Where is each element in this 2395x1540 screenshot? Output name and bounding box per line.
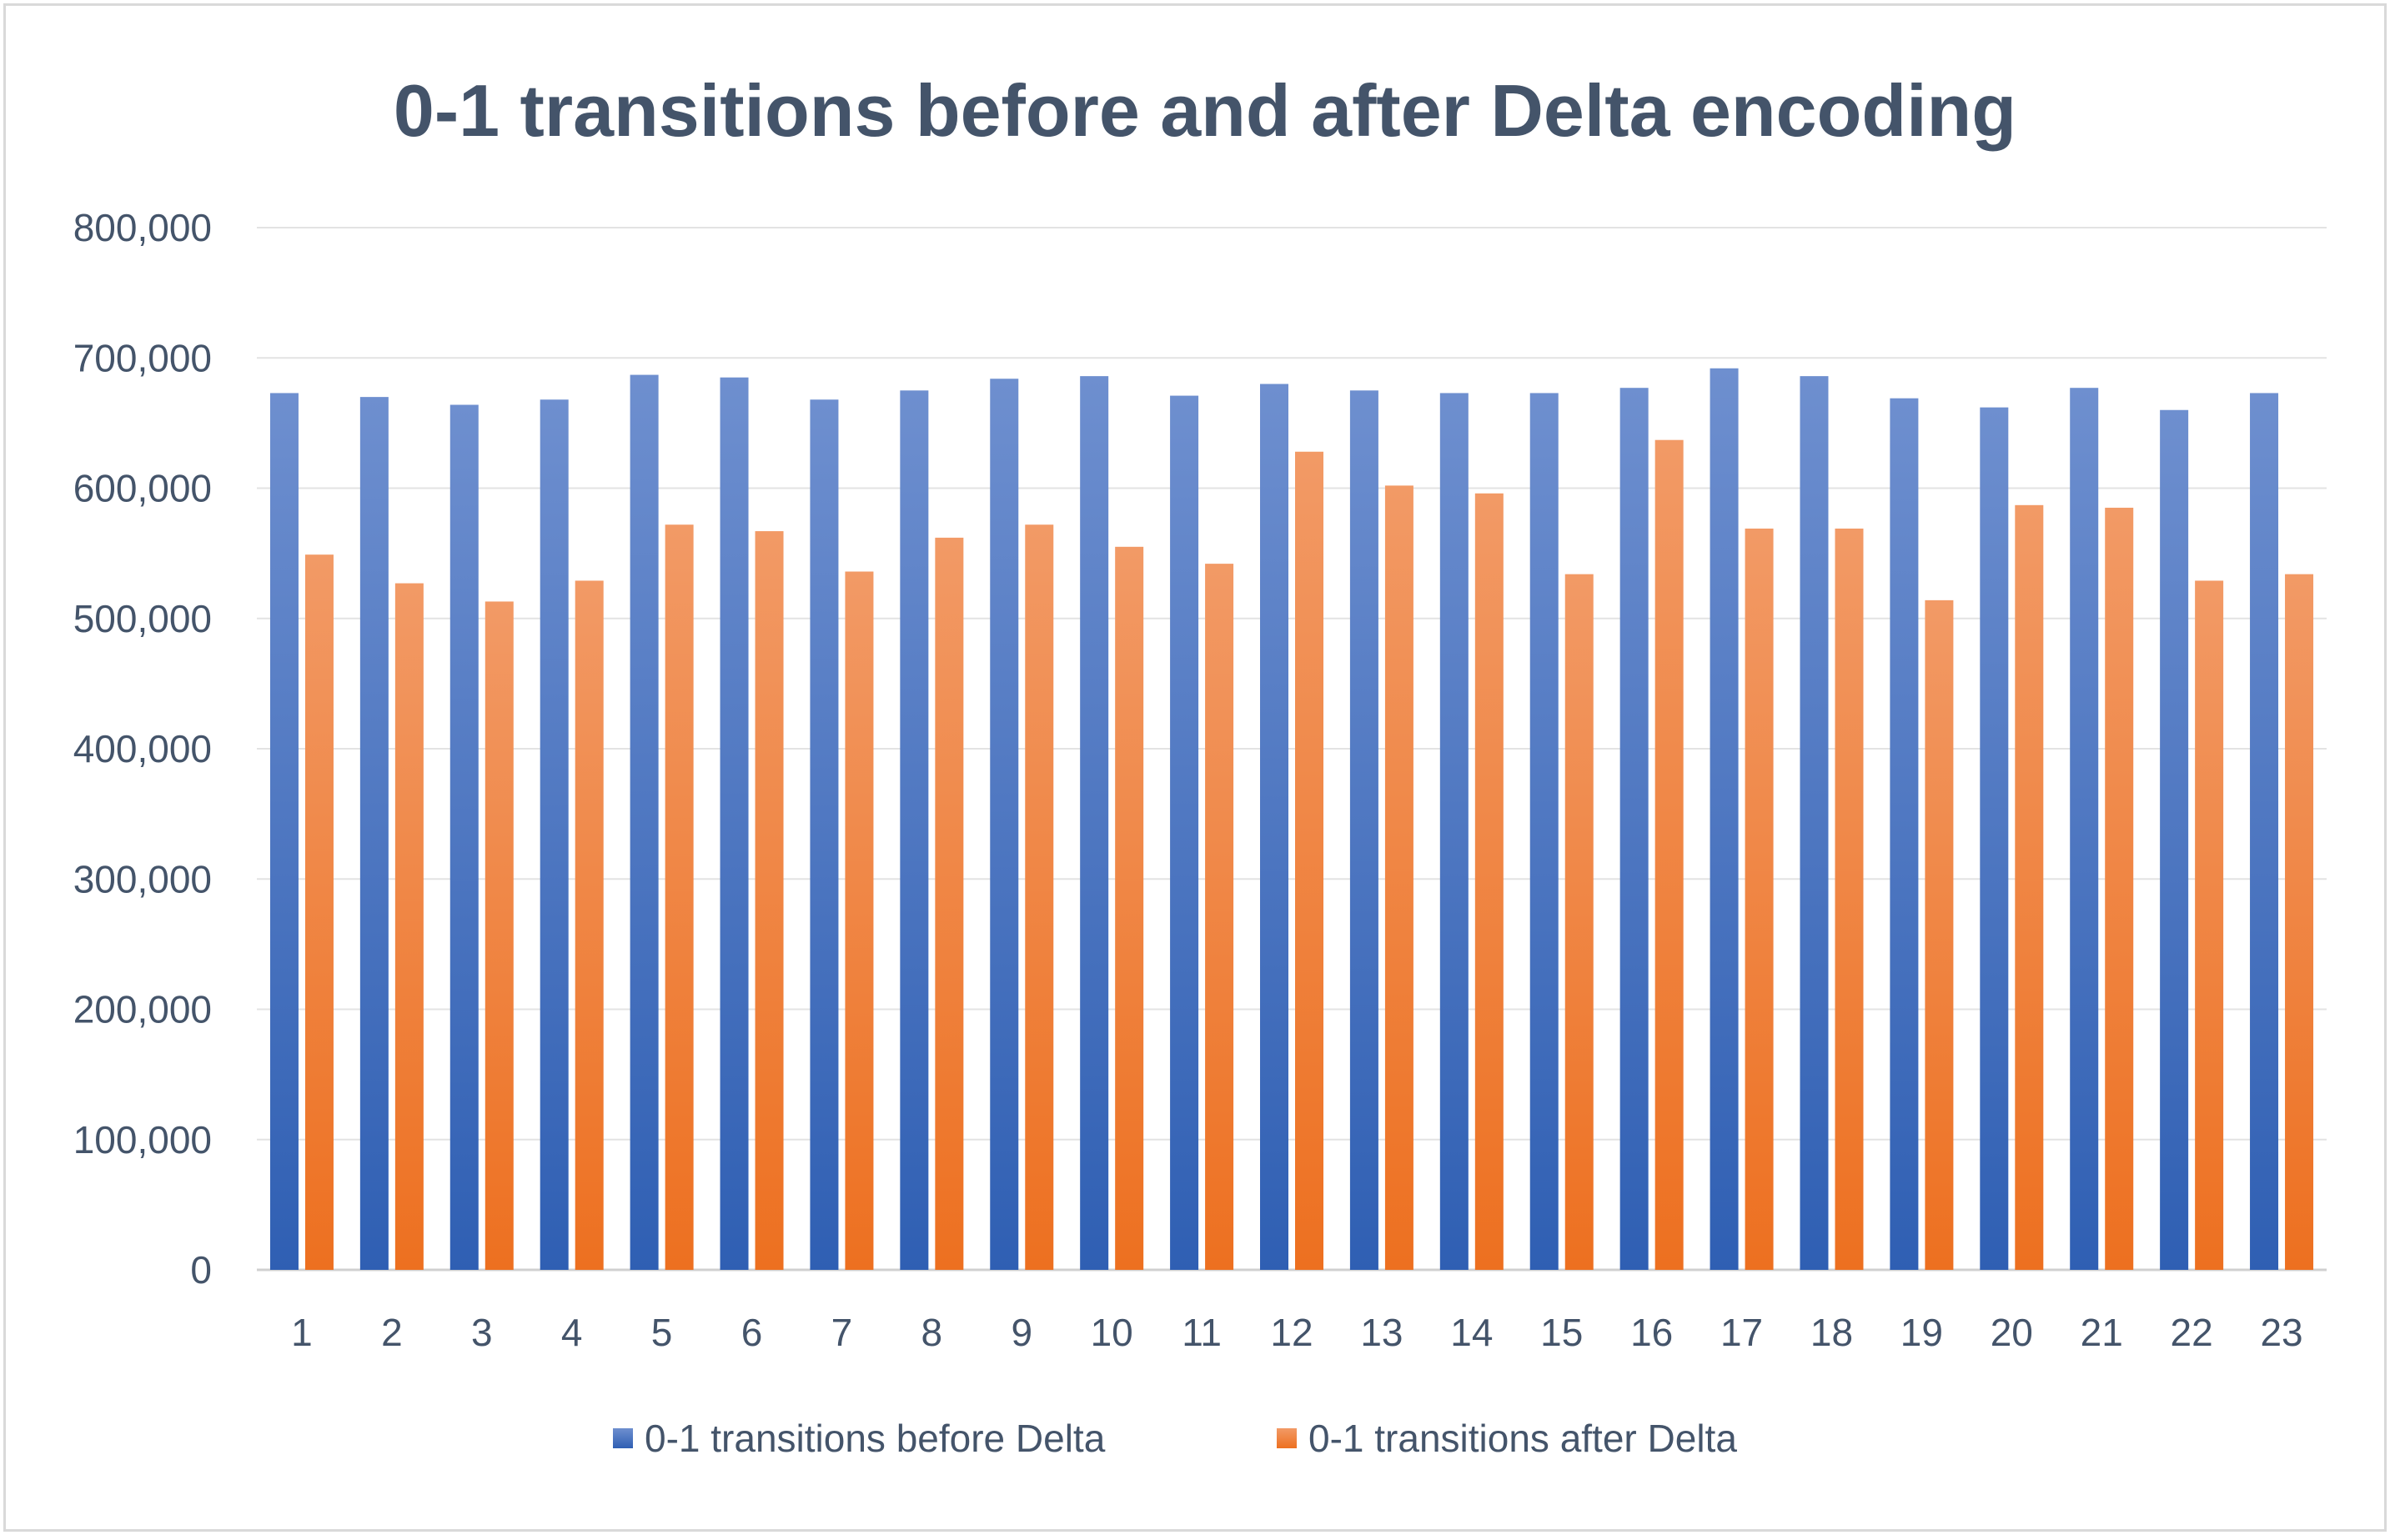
legend-swatch-before <box>613 1428 633 1448</box>
y-tick-label: 600,000 <box>73 467 212 510</box>
bar-after-delta <box>2285 574 2314 1270</box>
x-axis-ticks: 1 2 3 4 5 6 7 8 9 10 11 12 13 14 15 16 17 18 19 20 21 22 23 <box>291 1311 2302 1354</box>
bar-after-delta <box>1745 528 1774 1270</box>
bar-before-delta <box>630 374 659 1270</box>
bar-before-delta <box>720 377 749 1270</box>
bar-after-delta <box>1205 564 1234 1270</box>
chart-title: 0-1 transitions before and after Delta e… <box>394 69 2016 152</box>
y-tick-label: 0 <box>190 1248 212 1292</box>
x-tick-label: 12 <box>1270 1311 1313 1354</box>
bar-after-delta <box>575 580 604 1270</box>
x-tick-label: 14 <box>1450 1311 1493 1354</box>
bar-before-delta <box>1439 393 1469 1270</box>
bar-before-delta <box>1529 393 1559 1270</box>
bar-after-delta <box>304 554 334 1270</box>
x-tick-label: 19 <box>1900 1311 1943 1354</box>
x-tick-label: 21 <box>2081 1311 2123 1354</box>
bar-before-delta <box>1260 384 1288 1270</box>
legend-swatch-after <box>1277 1428 1297 1448</box>
bar-before-delta <box>269 393 299 1270</box>
bar-after-delta <box>1025 524 1054 1270</box>
bar-after-delta <box>2015 504 2044 1270</box>
bar-before-delta <box>2160 409 2189 1270</box>
bar-before-delta <box>1710 368 1739 1270</box>
bar-before-delta <box>2070 388 2099 1270</box>
bar-after-delta <box>2105 507 2134 1270</box>
bar-before-delta <box>1080 376 1109 1270</box>
bar-after-delta <box>1115 546 1144 1270</box>
bar-before-delta <box>990 379 1019 1270</box>
x-tick-label: 8 <box>921 1311 943 1354</box>
bar-after-delta <box>1295 451 1323 1270</box>
bar-after-delta <box>755 531 784 1270</box>
bar-before-delta <box>359 397 389 1270</box>
bars <box>269 368 2314 1270</box>
y-tick-label: 700,000 <box>73 336 212 379</box>
bar-before-delta <box>1890 398 1919 1270</box>
bar-before-delta <box>1349 390 1378 1270</box>
bar-after-delta <box>1474 493 1504 1270</box>
bar-after-delta <box>1384 485 1413 1270</box>
bar-after-delta <box>845 571 874 1270</box>
y-tick-label: 100,000 <box>73 1118 212 1161</box>
x-tick-label: 20 <box>1991 1311 2033 1354</box>
bar-before-delta <box>810 399 839 1270</box>
x-tick-label: 5 <box>651 1311 673 1354</box>
y-tick-label: 200,000 <box>73 988 212 1031</box>
bar-before-delta <box>1170 395 1199 1270</box>
x-tick-label: 18 <box>1810 1311 1853 1354</box>
x-tick-label: 22 <box>2171 1311 2213 1354</box>
x-tick-label: 4 <box>561 1311 583 1354</box>
y-tick-label: 300,000 <box>73 857 212 900</box>
x-tick-label: 3 <box>471 1311 493 1354</box>
bar-after-delta <box>1925 599 1954 1270</box>
bar-before-delta <box>1800 376 1829 1270</box>
y-tick-label: 800,000 <box>73 206 212 249</box>
x-tick-label: 15 <box>1540 1311 1583 1354</box>
bar-after-delta <box>935 537 964 1270</box>
bar-before-delta <box>540 399 569 1270</box>
bar-before-delta <box>2250 393 2279 1270</box>
y-axis-ticks: 0 100,000 200,000 300,000 400,000 500,000 600,… <box>73 206 212 1292</box>
bar-before-delta <box>1980 407 2009 1270</box>
bar-after-delta <box>2195 580 2224 1270</box>
bar-after-delta <box>485 601 514 1270</box>
legend-label-after: 0-1 transitions after Delta <box>1308 1417 1737 1460</box>
bar-after-delta <box>665 524 694 1270</box>
x-tick-label: 17 <box>1720 1311 1763 1354</box>
x-tick-label: 23 <box>2260 1311 2302 1354</box>
legend: 0-1 transitions before Delta 0-1 transit… <box>613 1417 1737 1460</box>
x-tick-label: 9 <box>1011 1311 1032 1354</box>
x-tick-label: 6 <box>741 1311 763 1354</box>
bar-before-delta <box>449 404 479 1270</box>
x-tick-label: 13 <box>1360 1311 1403 1354</box>
x-tick-label: 2 <box>381 1311 403 1354</box>
x-tick-label: 10 <box>1091 1311 1133 1354</box>
x-tick-label: 11 <box>1182 1311 1222 1354</box>
bar-after-delta <box>394 583 424 1270</box>
x-tick-label: 16 <box>1630 1311 1673 1354</box>
x-tick-label: 1 <box>291 1311 313 1354</box>
bar-after-delta <box>1835 528 1864 1270</box>
legend-label-before: 0-1 transitions before Delta <box>645 1417 1106 1460</box>
y-tick-label: 400,000 <box>73 727 212 770</box>
bar-after-delta <box>1564 574 1594 1270</box>
bar-before-delta <box>900 390 929 1270</box>
y-tick-label: 500,000 <box>73 597 212 640</box>
x-tick-label: 7 <box>831 1311 853 1354</box>
bar-after-delta <box>1654 439 1684 1270</box>
bar-before-delta <box>1619 388 1649 1270</box>
